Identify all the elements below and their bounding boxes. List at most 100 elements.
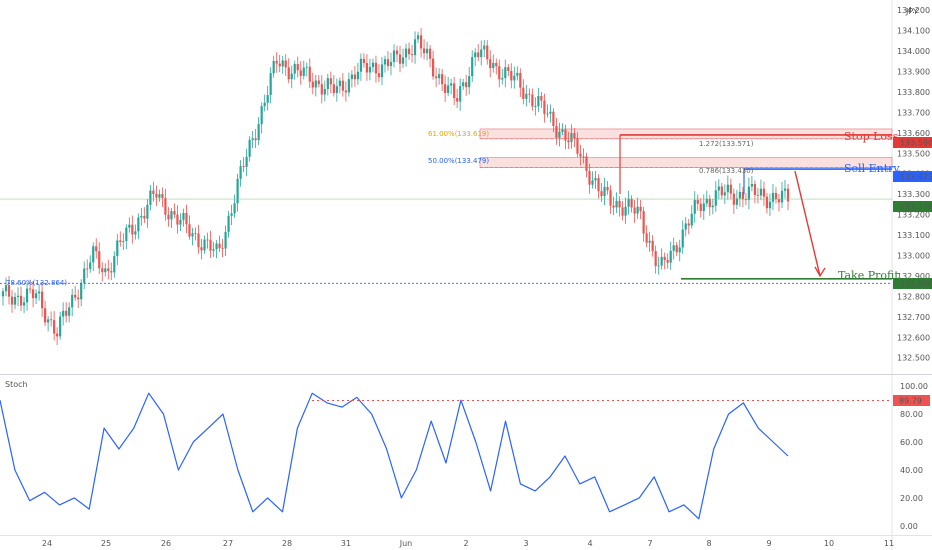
candle-body [642,211,645,234]
candle-body [627,198,630,207]
candle-body [77,297,80,300]
candle-body [714,190,717,206]
down-arrow-head [814,266,826,278]
candle-body [62,310,65,317]
candle-body [413,39,417,56]
x-tick-label: 28 [282,539,292,548]
candle-body [723,192,726,196]
candle-body [489,59,492,69]
candle-body [639,206,642,212]
candle-body [786,188,790,202]
candle-body [194,233,197,235]
candle-body [311,81,314,88]
stoch-layer [0,392,892,520]
candle-body [540,95,543,101]
candle-body [359,58,363,72]
candle-body [266,95,269,103]
candle-body [582,156,585,158]
stoch-tick-label: 40.00 [900,466,923,475]
candle-body [242,166,245,167]
candle-body [456,98,459,102]
candle-body [777,199,781,203]
candle-body [663,256,666,261]
candle-body [711,205,714,208]
candle-body [37,291,41,294]
candle-body [753,183,757,196]
svg-text:89.79: 89.79 [899,397,922,406]
candle-body [356,71,360,80]
y-tick-label: 133.500 [897,149,930,158]
candle-body [257,124,260,141]
stop-loss-label: Stop Loss [844,130,899,143]
x-tick-label: 11 [884,539,894,548]
svg-text:133.276: 133.276 [900,203,932,212]
price-axis: 134.200 134.100 134.000 133.900 133.800 133.7… [897,6,930,362]
y-tick-label: 134.200 [897,6,930,15]
y-tick-label: 133.800 [897,88,930,97]
candle-body [116,240,119,257]
y-tick-label: 132.500 [897,354,930,363]
y-tick-label: 132.900 [897,272,930,281]
candle-body [248,139,251,157]
candle-body [774,192,778,200]
y-tick-label: 133.900 [897,68,930,77]
x-tick-label: 31 [341,539,351,548]
candle-body [428,48,432,59]
candle-body [543,100,546,114]
candle-body [182,213,185,220]
candle-body [462,82,465,87]
candle-body [624,206,627,216]
stoch-tick-label: 80.00 [900,410,923,419]
candle-body [573,133,576,139]
fib1272-label: 1.272(133.571) [699,140,754,148]
candle-body [206,239,209,241]
candle-body [344,90,347,93]
candle-body [365,63,369,73]
fib50-label: 50.00%(133.479) [428,157,489,165]
candle-body [516,72,519,76]
candle-body [56,333,59,337]
y-tick-label: 133.100 [897,231,930,240]
candle-body [498,66,501,80]
candle-body [588,170,591,185]
candle-body [71,294,74,308]
candle-body [53,320,56,334]
candle-body [47,319,50,323]
candle-body [7,285,11,297]
candle-body [780,190,784,203]
candle-body [507,67,510,71]
x-tick-label: Jun [399,539,413,548]
candle-body [68,307,71,316]
candle-body [425,48,429,54]
candle-body [567,140,570,143]
candle-body [561,129,564,132]
candle-body [693,199,696,214]
stoch-tick-label: 0.00 [900,522,918,531]
candle-body [651,240,654,252]
candle-body [101,268,104,273]
candle-body [401,57,405,64]
stoch-level-tag: 89.79 [893,395,930,406]
candle-body [585,156,588,171]
y-tick-label: 132.600 [897,333,930,342]
candle-body [284,60,287,68]
candle-body [660,256,663,266]
candle-body [534,106,537,107]
candle-body [179,219,182,225]
candle-body [636,206,639,214]
candle-body [395,50,399,55]
candle-body [615,200,618,208]
candle-body [74,294,77,298]
y-tick-label: 133.300 [897,190,930,199]
candle-body [215,243,218,250]
candle-body [28,288,32,290]
candle-body [416,35,420,40]
candle-body [34,293,38,299]
candle-body [251,138,254,140]
candle-body [549,111,552,114]
take-profit-tag: 132.886 [893,278,932,289]
candle-body [143,216,146,219]
candle-body [161,194,164,198]
candle-body [389,62,393,67]
candle-body [645,233,648,243]
